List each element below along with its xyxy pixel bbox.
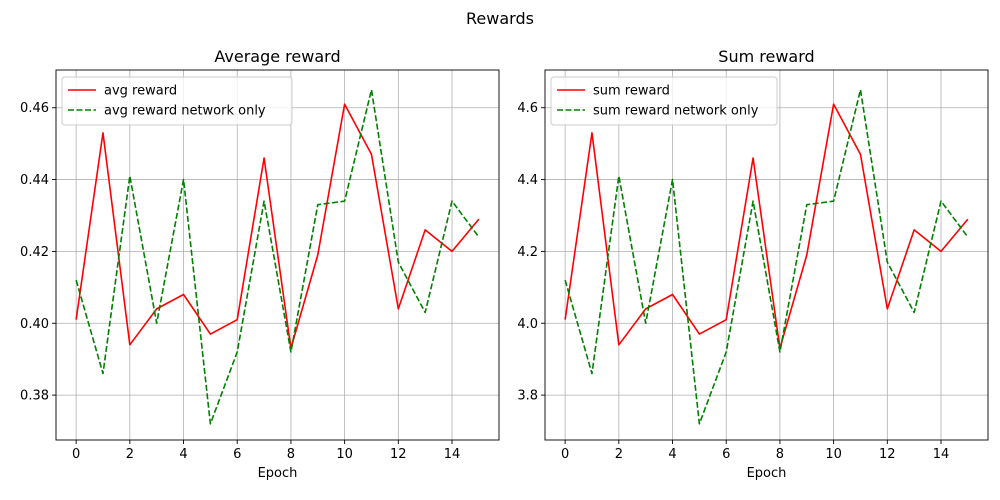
x-tick-label: 2 xyxy=(615,447,623,462)
y-tick-label: 0.40 xyxy=(20,317,49,332)
x-tick-label: 0 xyxy=(561,447,569,462)
series-line-network-only xyxy=(564,88,969,425)
panel-title: Average reward xyxy=(214,47,340,66)
series-line-network-only xyxy=(75,88,480,425)
y-tick-label: 4.0 xyxy=(517,317,538,332)
x-tick-label: 4 xyxy=(179,447,187,462)
y-tick-label: 0.46 xyxy=(20,101,49,116)
x-tick-label: 14 xyxy=(444,447,461,462)
legend-box xyxy=(550,76,778,126)
x-tick-label: 12 xyxy=(879,447,896,462)
x-tick-label: 8 xyxy=(776,447,784,462)
x-tick-label: 10 xyxy=(336,447,353,462)
panel-sum-reward: 0 2 4 6 8 10 12 14 3.8 4.0 4.2 4.4 4.6 Sum reward Epoc… xyxy=(517,47,989,481)
x-tick-label: 8 xyxy=(287,447,295,462)
x-tick-label: 12 xyxy=(390,447,407,462)
series-line-reward xyxy=(75,103,480,350)
x-tick-label: 4 xyxy=(668,447,676,462)
y-tick-label: 3.8 xyxy=(517,389,538,404)
figure-suptitle: Rewards xyxy=(466,9,534,28)
legend-label: sum reward network only xyxy=(593,104,759,119)
legend-label: sum reward xyxy=(593,84,670,99)
x-tick-label: 2 xyxy=(126,447,134,462)
x-axis-title: Epoch xyxy=(747,466,787,481)
x-tick-label: 10 xyxy=(825,447,842,462)
x-axis-title: Epoch xyxy=(258,466,298,481)
x-tick-label: 0 xyxy=(72,447,80,462)
x-tick-label: 6 xyxy=(233,447,241,462)
panel-title: Sum reward xyxy=(718,47,814,66)
y-tick-label: 0.38 xyxy=(20,389,49,404)
y-tick-label: 4.2 xyxy=(517,245,538,260)
x-tick-label: 6 xyxy=(722,447,730,462)
series-line-reward xyxy=(564,103,969,350)
legend-label: avg reward xyxy=(104,84,177,99)
axes-frame xyxy=(55,69,500,441)
legend-label: avg reward network only xyxy=(104,104,266,119)
legend-box xyxy=(61,76,293,126)
axes-frame xyxy=(544,69,989,441)
panel-average-reward: 0 2 4 6 8 10 12 14 0.38 0.40 0.42 0.44 0.46 Average r… xyxy=(20,47,500,481)
y-tick-label: 0.42 xyxy=(20,245,49,260)
y-tick-label: 0.44 xyxy=(20,173,49,188)
y-tick-label: 4.4 xyxy=(517,173,538,188)
x-tick-label: 14 xyxy=(933,447,950,462)
y-tick-label: 4.6 xyxy=(517,101,538,116)
